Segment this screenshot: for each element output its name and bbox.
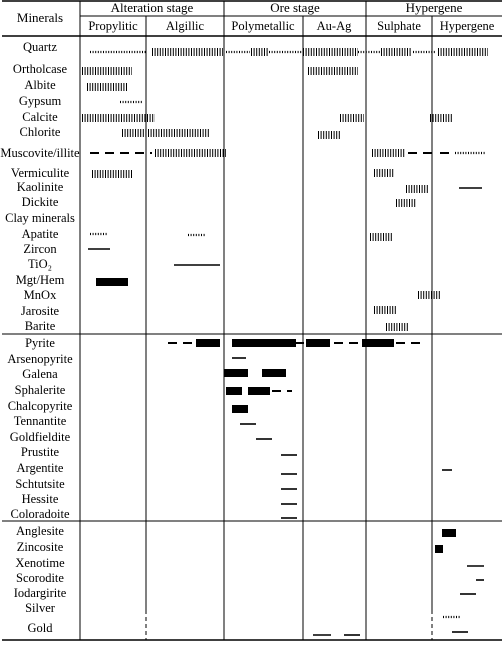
mineral-label-mnox: MnOx bbox=[24, 288, 57, 302]
mineral-label-vermiculite: Vermiculite bbox=[11, 166, 70, 180]
mineral-label-dickite: Dickite bbox=[22, 195, 59, 209]
occurrence-bar-chalcopyrite-53 bbox=[232, 405, 248, 413]
mineral-label-anglesite: Anglesite bbox=[16, 524, 64, 538]
mineral-label-tennantite: Tennantite bbox=[14, 414, 67, 428]
mineral-label-clay-minerals: Clay minerals bbox=[5, 211, 75, 225]
occurrence-bar-pyrite-45 bbox=[362, 339, 394, 347]
mineral-label-prustite: Prustite bbox=[21, 445, 60, 459]
mineral-label-zircon: Zircon bbox=[23, 242, 57, 256]
minerals-column-header: Minerals bbox=[17, 10, 63, 25]
occurrence-bar-mgthem-35 bbox=[96, 278, 128, 286]
sulfide-mineral-labels: Pyrite Arsenopyrite Galena Sphalerite Ch… bbox=[7, 336, 73, 521]
table-frame bbox=[2, 0, 502, 641]
occurrence-bar-pyrite-40 bbox=[196, 339, 220, 347]
mineral-label-schtutsite: Schtutsite bbox=[15, 477, 65, 491]
table-header: Minerals Alteration stage Ore stage Hype… bbox=[17, 0, 495, 33]
occurrence-bars bbox=[82, 48, 488, 636]
column-header-au-ag: Au-Ag bbox=[317, 19, 352, 33]
mineral-label-coloradoite: Coloradoite bbox=[10, 507, 69, 521]
mineral-label-iodargirite: Iodargirite bbox=[14, 586, 67, 600]
mineral-label-barite: Barite bbox=[25, 319, 56, 333]
mineral-label-gold: Gold bbox=[28, 621, 54, 635]
mineral-label-jarosite: Jarosite bbox=[21, 304, 60, 318]
stage-header-ore: Ore stage bbox=[270, 0, 320, 15]
mineral-label-calcite: Calcite bbox=[22, 110, 58, 124]
mineral-label-hessite: Hessite bbox=[22, 492, 59, 506]
mineral-label-mgt-hem: Mgt/Hem bbox=[16, 273, 65, 287]
occurrence-bar-pyrite-43 bbox=[306, 339, 330, 347]
stage-header-hypergene: Hypergene bbox=[406, 0, 463, 15]
occurrence-bar-sphalerite-50 bbox=[226, 387, 242, 395]
mineral-label-galena: Galena bbox=[22, 367, 58, 381]
mineral-label-argentite: Argentite bbox=[17, 461, 64, 475]
occurrence-bar-sphalerite-51 bbox=[248, 387, 270, 395]
mineral-label-gypsum: Gypsum bbox=[19, 94, 62, 108]
mineral-label-sphalerite: Sphalerite bbox=[15, 383, 66, 397]
mineral-label-albite: Albite bbox=[24, 78, 56, 92]
mineral-label-goldfieldite: Goldfieldite bbox=[10, 430, 71, 444]
column-header-hypergene: Hypergene bbox=[440, 19, 495, 33]
mineral-label-apatite: Apatite bbox=[22, 227, 59, 241]
mineral-label-kaolinite: Kaolinite bbox=[17, 180, 64, 194]
column-header-algillic: Algillic bbox=[166, 19, 205, 33]
occurrence-bar-anglesite-62 bbox=[442, 529, 456, 537]
supergene-mineral-labels: Anglesite Zincosite Xenotime Scorodite I… bbox=[14, 524, 67, 635]
mineral-label-orthoclase: Ortholcase bbox=[13, 62, 68, 76]
mineral-label-scorodite: Scorodite bbox=[16, 571, 64, 585]
occurrence-bar-galena-49 bbox=[262, 369, 286, 377]
column-header-propylitic: Propylitic bbox=[88, 19, 138, 33]
mineral-label-silver: Silver bbox=[25, 601, 56, 615]
column-header-sulphate: Sulphate bbox=[377, 19, 421, 33]
occurrence-bar-pyrite-41 bbox=[232, 339, 296, 347]
mineral-label-quartz: Quartz bbox=[23, 40, 57, 54]
occurrence-bar-galena-48 bbox=[224, 369, 248, 377]
mineral-label-muscovite-illite: Muscovite/illite bbox=[0, 146, 80, 160]
mineral-label-xenotime: Xenotime bbox=[15, 556, 65, 570]
mineral-label-chlorite: Chlorite bbox=[20, 125, 61, 139]
mineral-label-chalcopyrite: Chalcopyrite bbox=[8, 399, 73, 413]
mineral-label-zincosite: Zincosite bbox=[17, 540, 64, 554]
mineral-label-arsenopyrite: Arsenopyrite bbox=[7, 352, 73, 366]
gangue-mineral-labels: Quartz Ortholcase Albite Gypsum Calcite … bbox=[0, 40, 80, 333]
column-header-polymetallic: Polymetallic bbox=[231, 19, 295, 33]
occurrence-bar-zincosite-63 bbox=[435, 545, 443, 553]
mineral-label-pyrite: Pyrite bbox=[25, 336, 55, 350]
mineral-label-tio2: TiO₂ bbox=[28, 257, 52, 271]
stage-header-alteration: Alteration stage bbox=[111, 0, 194, 15]
